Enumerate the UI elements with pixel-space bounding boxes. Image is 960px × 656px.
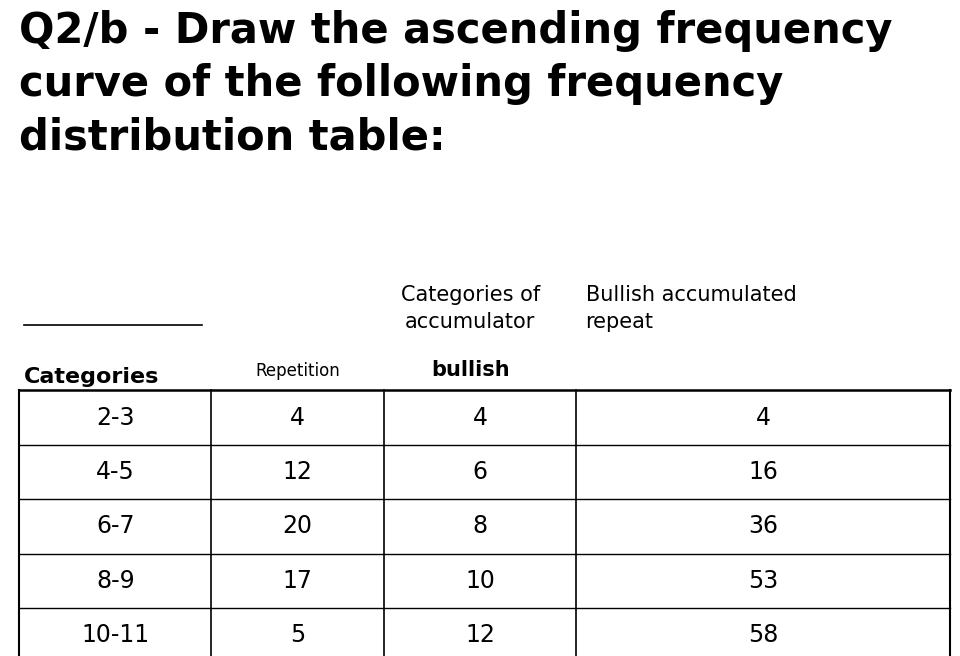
Text: 4-5: 4-5 <box>96 460 134 484</box>
Text: Q2/b - Draw the ascending frequency
curve of the following frequency
distributio: Q2/b - Draw the ascending frequency curv… <box>19 10 893 159</box>
Text: 16: 16 <box>748 460 779 484</box>
Text: 20: 20 <box>282 514 313 539</box>
Text: 2-3: 2-3 <box>96 405 134 430</box>
Text: Repetition: Repetition <box>255 363 340 380</box>
Text: 12: 12 <box>465 623 495 647</box>
Text: Categories: Categories <box>24 367 159 387</box>
Text: 12: 12 <box>282 460 313 484</box>
Text: 10-11: 10-11 <box>82 623 149 647</box>
Text: 5: 5 <box>290 623 305 647</box>
Text: 36: 36 <box>748 514 779 539</box>
Text: 58: 58 <box>748 623 779 647</box>
Text: 53: 53 <box>748 569 779 593</box>
Text: 17: 17 <box>282 569 313 593</box>
Text: Categories of
accumulator: Categories of accumulator <box>400 285 540 332</box>
Text: 6: 6 <box>472 460 488 484</box>
Text: 4: 4 <box>756 405 771 430</box>
Text: 6-7: 6-7 <box>96 514 134 539</box>
Text: 8-9: 8-9 <box>96 569 134 593</box>
Text: bullish: bullish <box>431 361 510 380</box>
Text: 4: 4 <box>472 405 488 430</box>
Text: 10: 10 <box>465 569 495 593</box>
Text: 8: 8 <box>472 514 488 539</box>
Text: Bullish accumulated
repeat: Bullish accumulated repeat <box>586 285 797 332</box>
Text: 4: 4 <box>290 405 305 430</box>
